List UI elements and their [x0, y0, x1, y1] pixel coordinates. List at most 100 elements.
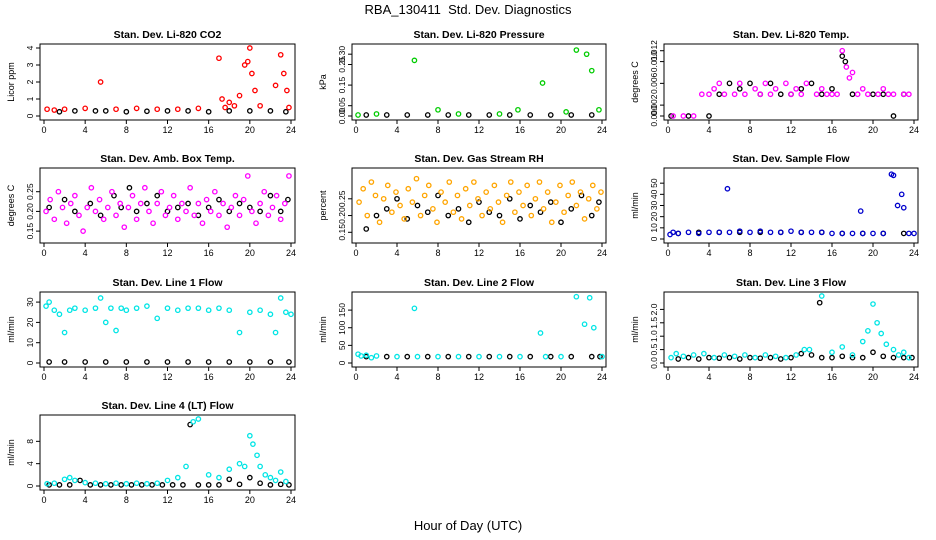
data-point-flagged	[900, 354, 907, 361]
data-point-std_dev	[553, 199, 559, 205]
data-point-std_dev	[236, 212, 243, 219]
data-point-std_dev	[133, 216, 140, 223]
data-point-std_dev	[711, 354, 717, 361]
data-point-flagged	[736, 85, 743, 92]
y-tick-label: 0.05	[337, 97, 347, 114]
data-point-flagged	[226, 476, 233, 483]
data-point-flagged	[829, 85, 835, 92]
data-point-flagged	[588, 212, 595, 219]
data-point-std_dev	[565, 192, 572, 199]
data-point-std_dev	[839, 230, 846, 237]
data-point-std_dev	[798, 229, 805, 236]
data-point-std_dev	[241, 463, 248, 470]
data-point-std_dev	[199, 220, 206, 227]
data-point-flagged	[486, 353, 493, 360]
y-tick-label: 0.00	[337, 107, 347, 124]
data-point-std_dev	[133, 305, 140, 312]
data-point-std_dev	[414, 353, 421, 360]
data-point-std_dev	[249, 208, 255, 215]
data-point-flagged	[383, 353, 390, 360]
data-point-std_dev	[716, 80, 723, 87]
data-point-std_dev	[409, 199, 416, 205]
x-tick-label: 20	[245, 248, 255, 258]
data-point-std_dev	[187, 184, 193, 191]
y-tick-label: 3	[25, 62, 35, 67]
data-point-std_dev	[783, 354, 789, 361]
data-point-std_dev	[113, 106, 119, 113]
data-point-flagged	[777, 91, 784, 98]
data-point-std_dev	[495, 199, 502, 205]
x-tick-label: 16	[827, 372, 837, 382]
data-point-std_dev	[425, 182, 432, 189]
data-point-std_dev	[123, 480, 130, 487]
y-tick-label: 0.012	[649, 40, 659, 62]
data-point-std_dev	[417, 212, 424, 219]
data-point-std_dev	[874, 319, 880, 326]
data-point-std_dev	[824, 91, 830, 98]
x-tick-label: 16	[515, 372, 525, 382]
data-point-std_dev	[581, 321, 588, 328]
data-point-std_dev	[47, 196, 54, 203]
data-point-flagged	[909, 354, 915, 361]
data-point-flagged	[818, 354, 825, 361]
data-point-flagged	[159, 482, 166, 488]
data-point-std_dev	[252, 87, 258, 94]
chart-title: Stan. Dev. Gas Stream RH	[414, 153, 543, 165]
data-point-flagged	[185, 200, 191, 207]
data-point-std_dev	[97, 295, 104, 301]
data-point-std_dev	[895, 352, 902, 358]
y-tick-label: 0.15	[337, 77, 347, 94]
data-point-std_dev	[772, 353, 779, 360]
data-point-flagged	[455, 206, 462, 212]
data-point-std_dev	[455, 353, 462, 360]
data-point-flagged	[138, 482, 145, 488]
data-point-std_dev	[220, 200, 226, 207]
data-point-std_dev	[736, 228, 743, 235]
data-point-std_dev	[675, 230, 682, 237]
data-point-std_dev	[736, 80, 743, 87]
y-tick-label: 0.006	[649, 72, 659, 94]
data-point-std_dev	[599, 353, 605, 360]
data-point-std_dev	[544, 189, 551, 195]
data-point-flagged	[108, 482, 114, 488]
data-point-flagged	[596, 199, 602, 205]
data-point-std_dev	[226, 466, 233, 473]
chart-panel-10: Stan. Dev. Line 4 (LT) Flow ml/min 0 4 8 12 16…	[6, 400, 296, 505]
data-point-flagged	[506, 353, 513, 360]
data-point-std_dev	[216, 305, 222, 312]
y-tick-label: 1	[25, 96, 35, 101]
data-point-std_dev	[788, 91, 794, 98]
data-point-std_dev	[51, 107, 58, 113]
y-tick-label: 50	[337, 340, 347, 350]
y-tick-label: 0.5	[649, 343, 659, 355]
data-point-std_dev	[226, 99, 233, 106]
data-point-flagged	[246, 474, 253, 481]
data-point-std_dev	[706, 229, 712, 236]
y-axis-label: kPa	[318, 74, 328, 90]
data-point-std_dev	[253, 220, 259, 227]
data-point-std_dev	[859, 230, 866, 237]
plot-frame	[663, 167, 919, 244]
data-point-std_dev	[284, 87, 290, 94]
data-point-flagged	[890, 113, 897, 119]
data-point-std_dev	[254, 452, 260, 459]
data-point-std_dev	[82, 105, 89, 112]
data-point-flagged	[818, 91, 825, 98]
x-tick-label: 0	[41, 372, 46, 382]
data-point-std_dev	[911, 230, 917, 237]
data-point-flagged	[226, 359, 233, 365]
data-point-flagged	[726, 80, 733, 87]
x-tick-label: 12	[474, 248, 484, 258]
data-point-flagged	[716, 355, 723, 362]
x-tick-label: 20	[245, 125, 255, 135]
data-point-std_dev	[133, 105, 140, 112]
x-tick-label: 16	[515, 248, 525, 258]
data-point-std_dev	[154, 480, 161, 487]
data-point-flagged	[527, 112, 534, 118]
data-point-std_dev	[716, 229, 723, 236]
data-point-std_dev	[829, 91, 835, 98]
data-point-std_dev	[150, 220, 156, 227]
data-point-flagged	[839, 353, 846, 360]
